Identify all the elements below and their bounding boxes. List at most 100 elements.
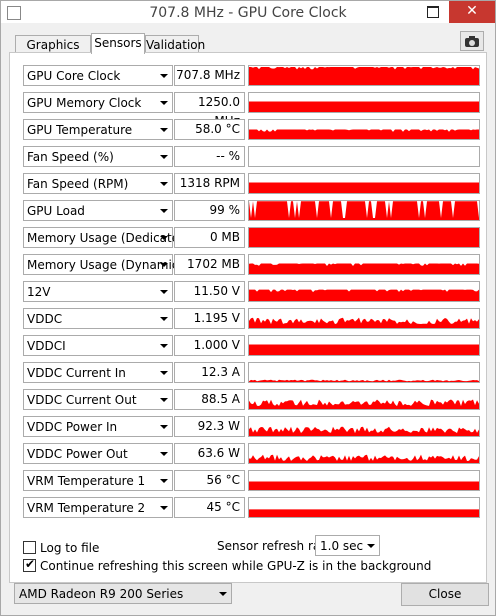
maximize-icon[interactable] [427,6,439,18]
sensor-select[interactable]: GPU Memory Clock [23,92,173,113]
sensor-row: VDDC Current In 12.3 A [10,362,488,383]
sensor-value: 99 % [174,200,245,221]
tab-validation[interactable]: Validation [145,35,205,53]
sensor-graph-area [249,317,479,328]
sensor-label: VDDC Power Out [27,447,128,461]
sensor-label: GPU Load [27,204,85,218]
sensor-label: GPU Core Clock [27,69,121,83]
sensor-select[interactable]: Fan Speed (%) [23,146,173,167]
tab-bar: Graphics Card Sensors Validation [1,23,495,70]
chevron-down-icon [160,182,168,186]
background-refresh-label: Continue refreshing this screen while GP… [40,559,432,573]
sensor-label: Memory Usage (Dynamic) [27,258,184,272]
sensor-select[interactable]: VDDC Power In [23,416,173,437]
close-window-button[interactable]: ✕ [449,1,495,23]
sensor-row: GPU Load 99 % [10,200,488,221]
sensor-value: 707.8 MHz [174,65,245,86]
chevron-down-icon [160,209,168,213]
gpu-select[interactable]: AMD Radeon R9 200 Series [14,583,232,604]
sensor-graph [248,281,480,302]
chevron-down-icon [160,101,168,105]
sensor-graph-area [249,379,479,382]
chevron-down-icon [160,290,168,294]
sensor-graph-plot [249,289,479,301]
screenshot-button[interactable] [460,31,484,51]
close-button[interactable]: Close [401,583,489,606]
sensor-graph-area [249,67,479,85]
sensor-select[interactable]: VRM Temperature 2 [23,497,173,518]
sensor-label: GPU Memory Clock [27,96,142,110]
chevron-down-icon [219,592,227,596]
sensor-graph [248,416,480,437]
sensor-select[interactable]: GPU Temperature [23,119,173,140]
title-bar: 707.8 MHz - GPU Core Clock ✕ [1,1,495,23]
sensor-graph-area [249,454,479,463]
chevron-down-icon [367,544,375,548]
sensor-label: VRM Temperature 1 [27,474,146,488]
sensor-graph [248,65,480,86]
sensor-select[interactable]: VDDC Current In [23,362,173,383]
chevron-down-icon [160,425,168,429]
sensor-graph-plot [249,182,479,193]
sensor-row: VDDC Power In 92.3 W [10,416,488,437]
sensor-label: Fan Speed (RPM) [27,177,129,191]
sensor-graph-plot [249,129,479,139]
sensor-row: GPU Temperature 58.0 °C [10,119,488,140]
sensor-select[interactable]: VRM Temperature 1 [23,470,173,491]
sensor-row: VRM Temperature 2 45 °C [10,497,488,518]
refresh-rate-select[interactable]: 1.0 sec [315,535,380,556]
refresh-rate-label: Sensor refresh rate: [217,539,337,553]
sensor-select[interactable]: Fan Speed (RPM) [23,173,173,194]
sensor-graph-area [249,201,479,220]
chevron-down-icon [160,398,168,402]
log-to-file-checkbox[interactable] [23,541,36,554]
sensor-select[interactable]: 12V [23,281,173,302]
sensor-value: 58.0 °C [174,119,245,140]
sensor-graph-area [249,399,479,409]
sensor-label: VDDC Current Out [27,393,137,407]
sensor-graph-plot [249,509,479,517]
sensor-graph [248,200,480,221]
sensor-select[interactable]: VDDC [23,308,173,329]
chevron-down-icon [160,317,168,321]
chevron-down-icon [160,371,168,375]
sensor-select[interactable]: Memory Usage (Dedicated) [23,227,191,248]
sensor-row: 12V 11.50 V [10,281,488,302]
sensor-row: Fan Speed (RPM) 1318 RPM [10,173,488,194]
sensor-graph [248,173,480,194]
camera-icon [469,36,475,39]
sensor-graph [248,254,480,275]
sensor-row: VRM Temperature 1 56 °C [10,470,488,491]
chevron-down-icon [160,344,168,348]
sensor-graph [248,443,480,464]
sensor-value: 1.000 V [174,335,245,356]
sensor-graph [248,362,480,383]
sensor-row: Memory Usage (Dedicated) 0 MB [10,227,488,248]
tab-graphics-card[interactable]: Graphics Card [15,35,91,70]
sensor-graph-area [249,426,479,436]
sensor-value: 0 MB [174,227,245,248]
sensor-graph-area [249,101,479,112]
sensor-value: 1702 MB [174,254,245,275]
chevron-down-icon [160,506,168,510]
sensor-select[interactable]: GPU Core Clock [23,65,173,86]
sensor-select[interactable]: VDDCI [23,335,173,356]
sensor-label: VDDC [27,312,63,326]
chevron-down-icon [160,128,168,132]
sensor-graph-plot [249,317,479,328]
sensor-select[interactable]: VDDC Power Out [23,443,173,464]
sensor-graph [248,119,480,140]
sensor-graph-area [249,344,479,355]
sensor-value: -- % [174,146,245,167]
sensor-graph-area [249,263,479,274]
sensor-value: 92.3 W [174,416,245,437]
background-refresh-checkbox[interactable]: ✔ [23,557,36,572]
sensor-row: GPU Memory Clock 1250.0 MHz [10,92,488,128]
sensor-select[interactable]: Memory Usage (Dynamic) [23,254,183,275]
tab-sensors[interactable]: Sensors [91,33,145,54]
sensor-select[interactable]: GPU Load [23,200,173,221]
sensor-select[interactable]: VDDC Current Out [23,389,173,410]
sensor-graph-plot [249,399,479,409]
sensor-row: VDDC 1.195 V [10,308,488,329]
